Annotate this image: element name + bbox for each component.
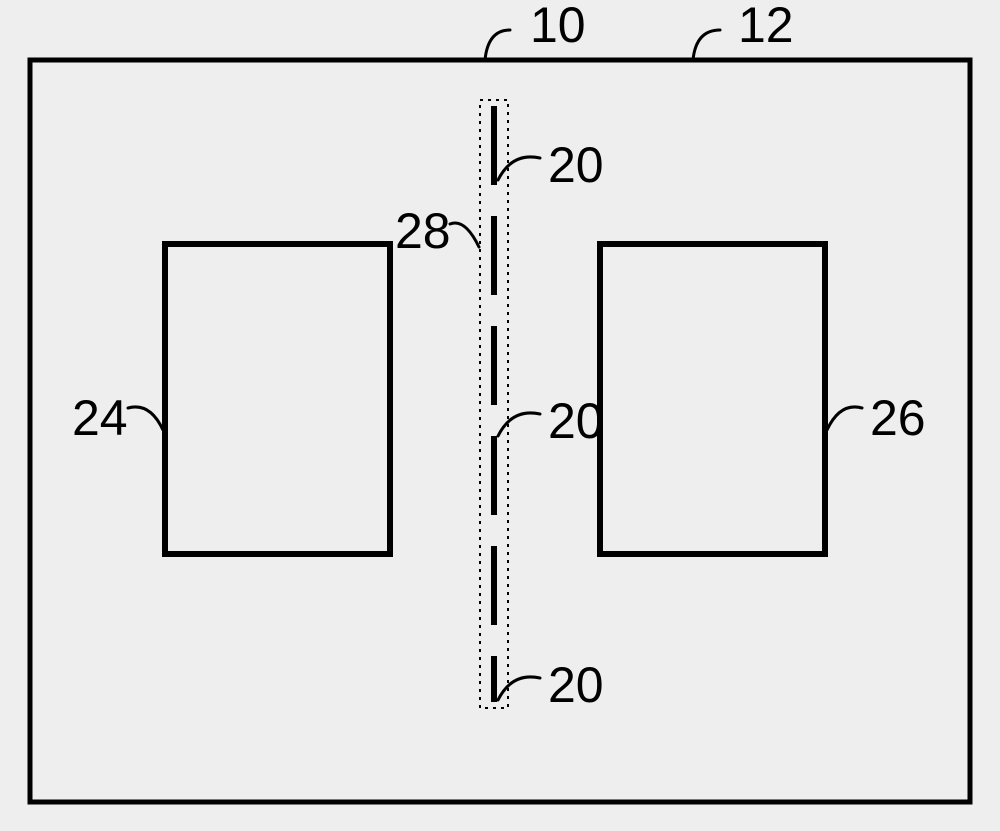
reference-label-20-bot: 20 [548, 657, 604, 713]
reference-label-10: 10 [530, 0, 586, 53]
reference-label-12: 12 [738, 0, 794, 53]
leader-line [485, 30, 510, 60]
reference-label-24: 24 [72, 390, 128, 446]
reference-label-26: 26 [870, 390, 926, 446]
leader-line [498, 413, 540, 436]
right-rect [600, 244, 825, 554]
leader-line [498, 677, 540, 700]
leader-line [128, 407, 163, 430]
leader-line [827, 407, 862, 430]
reference-label-28: 28 [395, 203, 451, 259]
leader-line [498, 157, 540, 180]
leader-line [693, 30, 720, 60]
reference-label-20-top: 20 [548, 137, 604, 193]
leader-line [450, 223, 479, 247]
left-rect [165, 244, 390, 554]
diagram-container: 10 12 20 28 20 20 24 26 [0, 0, 1000, 831]
technical-diagram: 10 12 20 28 20 20 24 26 [0, 0, 1000, 831]
reference-label-20-mid: 20 [548, 393, 604, 449]
